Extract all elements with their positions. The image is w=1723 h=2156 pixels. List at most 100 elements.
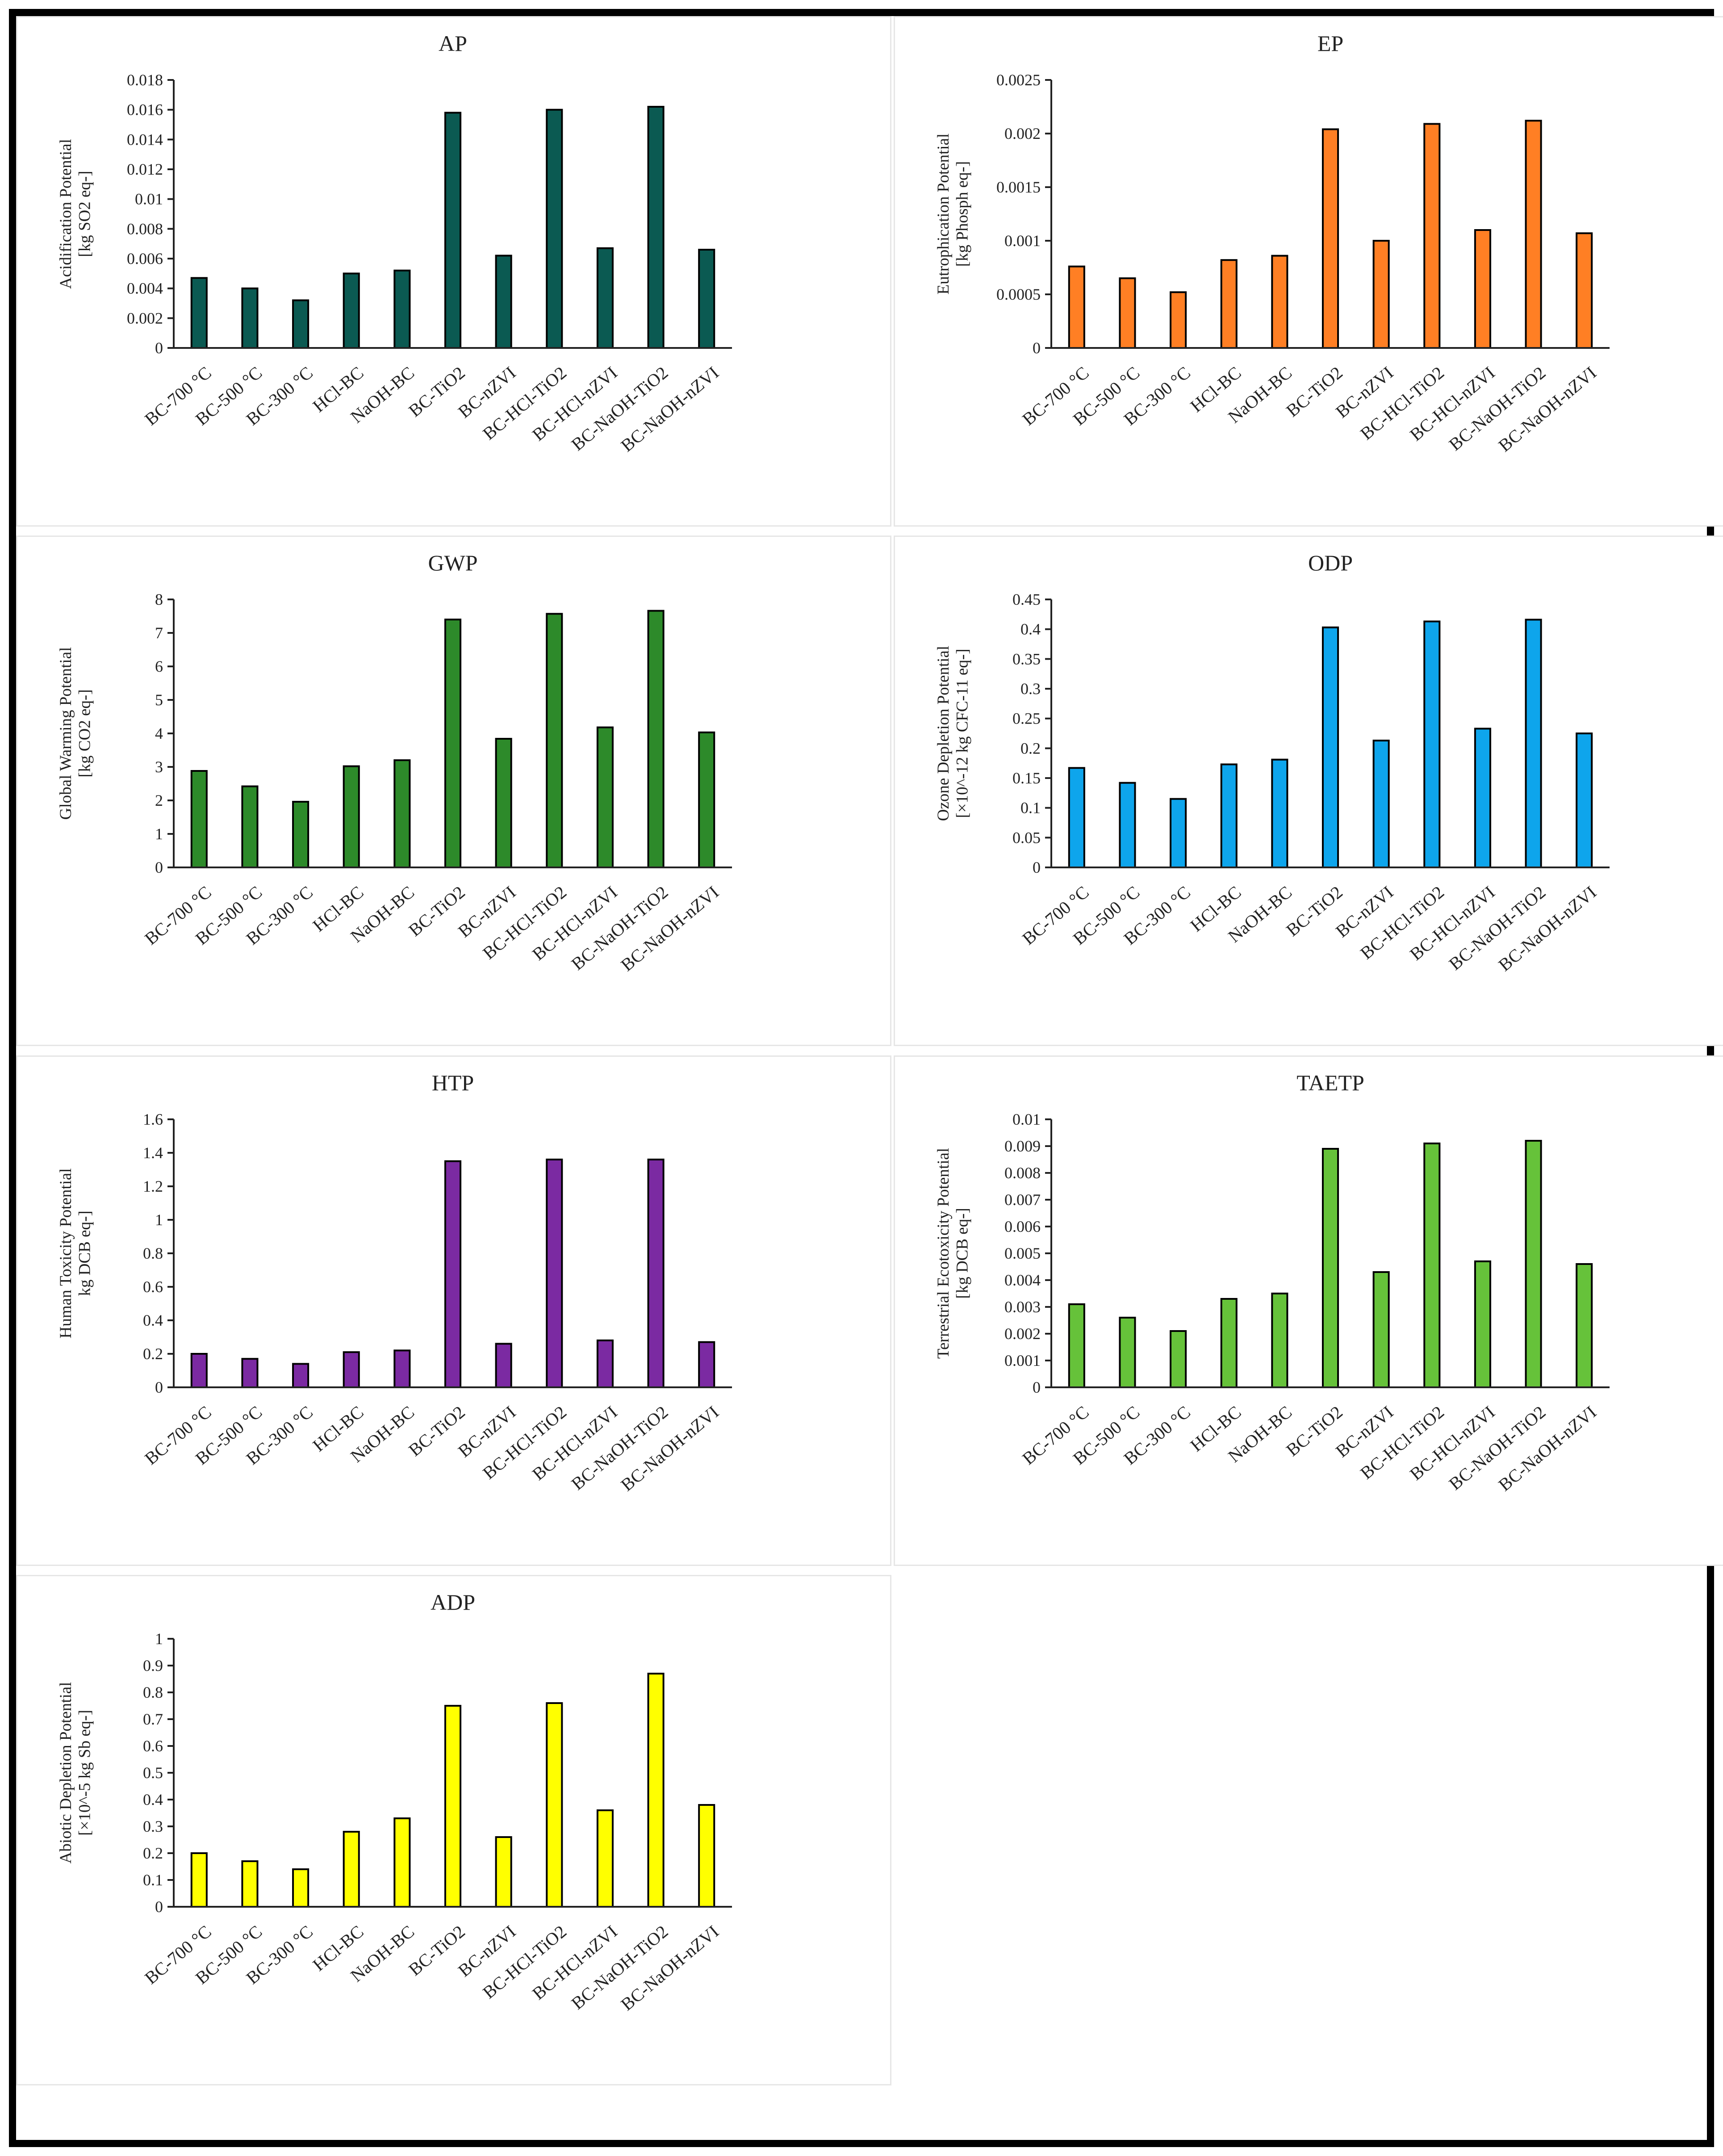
y-tick-label: 0.6 [143,1737,163,1755]
chart-panel-gwp: GWP Global Warming Potential[kg CO2 eq-] 0… [16,536,891,1046]
y-tick-label: 0.01 [135,190,163,208]
y-tick-label: 0.0025 [996,71,1041,89]
y-tick-label: 0.4 [143,1311,163,1329]
y-tick-label: 0.014 [127,130,163,148]
y-tick-label: 0.004 [1004,1271,1041,1289]
bar-ap-9 [647,106,665,349]
y-tick-label: 0.002 [127,309,163,327]
bar-adp-2 [292,1868,309,1908]
bar-htp-6 [495,1343,512,1388]
bar-taetp-9 [1525,1140,1542,1388]
y-tick-label: 0.3 [143,1817,163,1835]
y-tick-label: 1 [155,1211,163,1229]
y-tick-label: 0.15 [1012,769,1041,787]
y-tick-label: 6 [155,657,163,675]
y-tick-label: 0.35 [1012,650,1041,668]
chart-title-adp: ADP [431,1590,475,1615]
y-tick-label: 0.012 [127,160,163,178]
bar-adp-10 [698,1804,715,1908]
bar-htp-10 [698,1341,715,1388]
y-axis-label-line: Ozone Depletion Potential [934,646,953,821]
y-tick-label: 0 [155,858,163,876]
y-tick-label: 5 [155,691,163,709]
y-axis-label-ep: Eutrophication Potential[kg Phosph eq-] [934,134,972,295]
bar-ap-6 [495,255,512,349]
bar-ap-2 [292,299,309,349]
y-tick-label: 1 [155,825,163,843]
y-axis-label-line: [kg SO2 eq-] [76,171,94,257]
chart-title-ap: AP [439,31,467,56]
y-axis-label-line: Eutrophication Potential [934,134,953,295]
bar-ep-1 [1119,277,1136,349]
bar-htp-3 [343,1351,360,1388]
y-axis-label-line: [×10^-12 kg CFC-11 eq-] [954,649,972,818]
y-axis-label-line: [kg CO2 eq-] [76,689,94,777]
bar-adp-6 [495,1836,512,1908]
bar-odp-4 [1271,758,1288,868]
bar-adp-4 [393,1817,411,1908]
bar-odp-7 [1423,620,1441,869]
y-tick-label: 0.7 [143,1710,163,1728]
bar-odp-3 [1220,763,1238,869]
odp-chart: ODP Ozone Depletion Potential[×10^-12 kg … [934,550,1610,975]
y-axis-label-gwp: Global Warming Potential[kg CO2 eq-] [57,647,94,820]
bar-taetp-8 [1474,1260,1491,1388]
y-tick-label: 7 [155,624,163,642]
bar-odp-6 [1372,740,1390,868]
y-tick-label: 0.2 [143,1345,163,1363]
bar-odp-0 [1068,767,1085,868]
y-tick-label: 0.016 [127,101,163,119]
y-tick-label: 0.004 [127,280,163,297]
bar-htp-0 [190,1353,208,1388]
y-tick-label: 0.01 [1012,1110,1041,1128]
y-tick-label: 0 [1033,1378,1041,1396]
chart-title-htp: HTP [432,1070,474,1095]
bar-gwp-3 [343,765,360,868]
y-tick-label: 2 [155,791,163,809]
bar-ap-7 [546,109,563,349]
htp-chart: HTP Human Toxicity Potentialkg DCB eq-] 0 0… [57,1070,732,1495]
y-tick-label: 0.25 [1012,710,1041,728]
y-tick-label: 4 [155,724,163,742]
y-tick-label: 0.009 [1004,1137,1041,1155]
y-axis-label-line: kg DCB eq-] [76,1210,94,1296]
bar-adp-7 [546,1702,563,1908]
y-tick-label: 0 [1033,339,1041,357]
bar-taetp-6 [1372,1271,1390,1388]
y-tick-label: 0.007 [1004,1191,1041,1209]
chart-title-ep: EP [1317,31,1343,56]
bar-gwp-0 [190,770,208,868]
y-tick-label: 0.005 [1004,1244,1041,1262]
bar-gwp-4 [393,759,411,868]
bar-adp-9 [647,1673,665,1908]
bar-ep-0 [1068,265,1085,349]
bar-odp-2 [1170,798,1187,869]
bar-ep-9 [1525,120,1542,349]
y-tick-label: 0.05 [1012,829,1041,846]
bar-ap-3 [343,272,360,349]
y-axis-label-ap: Acidification Potential[kg SO2 eq-] [57,139,94,289]
y-tick-label: 0.9 [143,1657,163,1675]
y-tick-label: 8 [155,590,163,608]
y-tick-label: 0 [1033,858,1041,876]
figure-frame: AP Acidification Potential[kg SO2 eq-] 0 0.… [9,9,1723,2147]
gwp-chart: GWP Global Warming Potential[kg CO2 eq-] 0… [57,550,732,975]
bar-ep-10 [1576,232,1593,349]
chart-panel-taetp: TAETP Terrestrial Ecotoxicity Potential[k… [894,1055,1723,1566]
bar-taetp-2 [1170,1330,1187,1388]
chart-panel-ap: AP Acidification Potential[kg SO2 eq-] 0 0.… [16,16,891,527]
chart-title-odp: ODP [1308,550,1353,575]
y-tick-label: 0.002 [1004,125,1041,142]
y-tick-label: 0.2 [1020,739,1041,757]
ap-chart: AP Acidification Potential[kg SO2 eq-] 0 0.… [57,31,732,456]
bar-odp-1 [1119,782,1136,869]
ep-chart: EP Eutrophication Potential[kg Phosph eq-… [934,31,1610,456]
y-tick-label: 0.6 [143,1278,163,1296]
y-tick-label: 0.001 [1004,1352,1041,1369]
bar-ep-7 [1423,123,1441,349]
bar-odp-9 [1525,619,1542,869]
y-tick-label: 0.4 [1020,620,1041,638]
bar-gwp-1 [241,785,259,868]
bar-gwp-9 [647,610,665,868]
bar-taetp-4 [1271,1293,1288,1388]
